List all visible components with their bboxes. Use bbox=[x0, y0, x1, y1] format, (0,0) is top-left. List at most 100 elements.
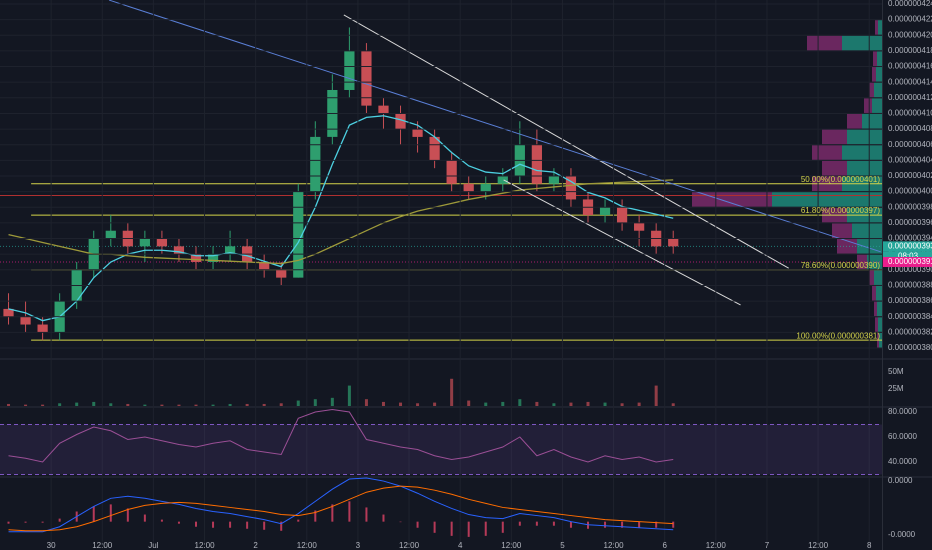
y-tick-label: 0.000000390 bbox=[888, 265, 932, 274]
candle-body bbox=[668, 238, 679, 247]
x-tick-label: 4 bbox=[458, 541, 463, 550]
candle-body bbox=[105, 230, 116, 239]
macd-histogram bbox=[24, 521, 27, 523]
macd-histogram bbox=[297, 519, 300, 522]
candle-body bbox=[156, 238, 168, 247]
x-tick-label: 12:00 bbox=[297, 541, 318, 550]
volume-bar bbox=[296, 400, 300, 406]
macd-histogram bbox=[229, 521, 232, 528]
volume-bar bbox=[7, 403, 11, 406]
macd-histogram bbox=[535, 521, 538, 526]
candle-body bbox=[497, 175, 508, 184]
candle-body bbox=[599, 207, 611, 216]
macd-histogram bbox=[569, 521, 572, 528]
profile-sell bbox=[874, 301, 877, 317]
volume-bar bbox=[126, 403, 130, 406]
volume-bar bbox=[603, 402, 607, 406]
volume-tick-label: 50M bbox=[888, 367, 904, 376]
macd-histogram bbox=[399, 521, 402, 523]
volume-bar bbox=[450, 378, 454, 406]
macd-histogram bbox=[672, 521, 675, 528]
macd-tick-label: 0.0000 bbox=[888, 476, 913, 485]
profile-sell bbox=[822, 129, 847, 145]
macd-histogram bbox=[41, 521, 44, 523]
candle-body bbox=[293, 191, 304, 278]
profile-buy bbox=[876, 285, 882, 301]
volume-bar bbox=[330, 397, 334, 406]
x-tick-label: 12:00 bbox=[604, 541, 625, 550]
volume-bar bbox=[501, 401, 505, 406]
macd-histogram bbox=[382, 514, 385, 522]
macd-histogram bbox=[212, 521, 215, 528]
x-tick-label: 3 bbox=[356, 541, 361, 550]
candle-body bbox=[565, 175, 577, 200]
price-tag bbox=[883, 241, 932, 252]
y-tick-label: 0.000000420 bbox=[888, 30, 932, 39]
x-tick-label: 30 bbox=[47, 541, 56, 550]
volume-bar bbox=[654, 385, 658, 406]
x-tick-label: 5 bbox=[560, 541, 565, 550]
profile-sell bbox=[875, 317, 878, 332]
macd-histogram bbox=[467, 521, 470, 537]
volume-bar bbox=[92, 401, 96, 406]
macd-histogram bbox=[433, 521, 436, 533]
y-tick-label: 0.000000410 bbox=[888, 109, 932, 118]
candle-body bbox=[190, 254, 202, 262]
price-tag bbox=[883, 256, 932, 267]
profile-buy bbox=[874, 82, 882, 98]
candle-body bbox=[3, 308, 14, 317]
profile-sell bbox=[872, 285, 876, 301]
y-tick-label: 0.000000384 bbox=[888, 312, 932, 321]
volume-bar bbox=[41, 404, 45, 406]
macd-histogram bbox=[655, 521, 658, 528]
candle-body bbox=[395, 113, 406, 130]
candle-body bbox=[259, 261, 270, 270]
volume-bar bbox=[620, 403, 624, 406]
x-tick-label: 7 bbox=[765, 541, 770, 550]
rsi-line bbox=[8, 408, 674, 463]
candle-body bbox=[224, 246, 236, 255]
volume-bar bbox=[586, 401, 590, 406]
profile-sell bbox=[869, 82, 874, 98]
rsi-band bbox=[0, 424, 882, 475]
signal-line bbox=[8, 485, 674, 532]
macd-histogram bbox=[501, 521, 504, 533]
candle-body bbox=[412, 129, 423, 137]
x-tick-label: 8 bbox=[867, 541, 872, 550]
candle-body bbox=[634, 222, 645, 231]
fib-label: 78.60%(0.000000390) bbox=[801, 261, 881, 270]
y-tick-label: 0.000000404 bbox=[888, 155, 932, 164]
profile-buy bbox=[877, 51, 882, 67]
profile-buy bbox=[842, 145, 882, 160]
volume-bar bbox=[262, 403, 266, 406]
profile-sell bbox=[875, 20, 878, 35]
candle-body bbox=[207, 254, 219, 262]
candle-body bbox=[344, 50, 355, 90]
y-tick-label: 0.000000400 bbox=[888, 187, 932, 196]
fib-label: 50.00%(0.000000401) bbox=[801, 175, 881, 184]
volume-bar bbox=[194, 404, 198, 406]
x-tick-label: 12:00 bbox=[808, 541, 829, 550]
volume-bar bbox=[552, 403, 556, 406]
macd-histogram bbox=[450, 521, 453, 536]
profile-buy bbox=[772, 192, 882, 207]
macd-histogram bbox=[195, 521, 197, 527]
profile-sell bbox=[869, 270, 874, 285]
profile-sell bbox=[812, 145, 842, 160]
candle-body bbox=[463, 183, 474, 192]
macd-histogram bbox=[331, 504, 334, 522]
macd-histogram bbox=[348, 501, 351, 522]
x-tick-label: 2 bbox=[253, 541, 258, 550]
y-tick-label: 0.000000386 bbox=[888, 296, 932, 305]
macd-histogram bbox=[92, 506, 95, 522]
volume-bar bbox=[484, 402, 488, 406]
profile-buy bbox=[852, 223, 882, 239]
candle-body bbox=[480, 183, 491, 192]
macd-histogram bbox=[587, 521, 589, 529]
y-tick-label: 0.000000416 bbox=[888, 62, 932, 71]
macd-histogram bbox=[160, 519, 163, 522]
volume-bar bbox=[433, 402, 437, 406]
y-tick-label: 0.000000402 bbox=[888, 171, 932, 180]
y-tick-label: 0.000000398 bbox=[888, 202, 932, 211]
candle-body bbox=[361, 50, 372, 106]
